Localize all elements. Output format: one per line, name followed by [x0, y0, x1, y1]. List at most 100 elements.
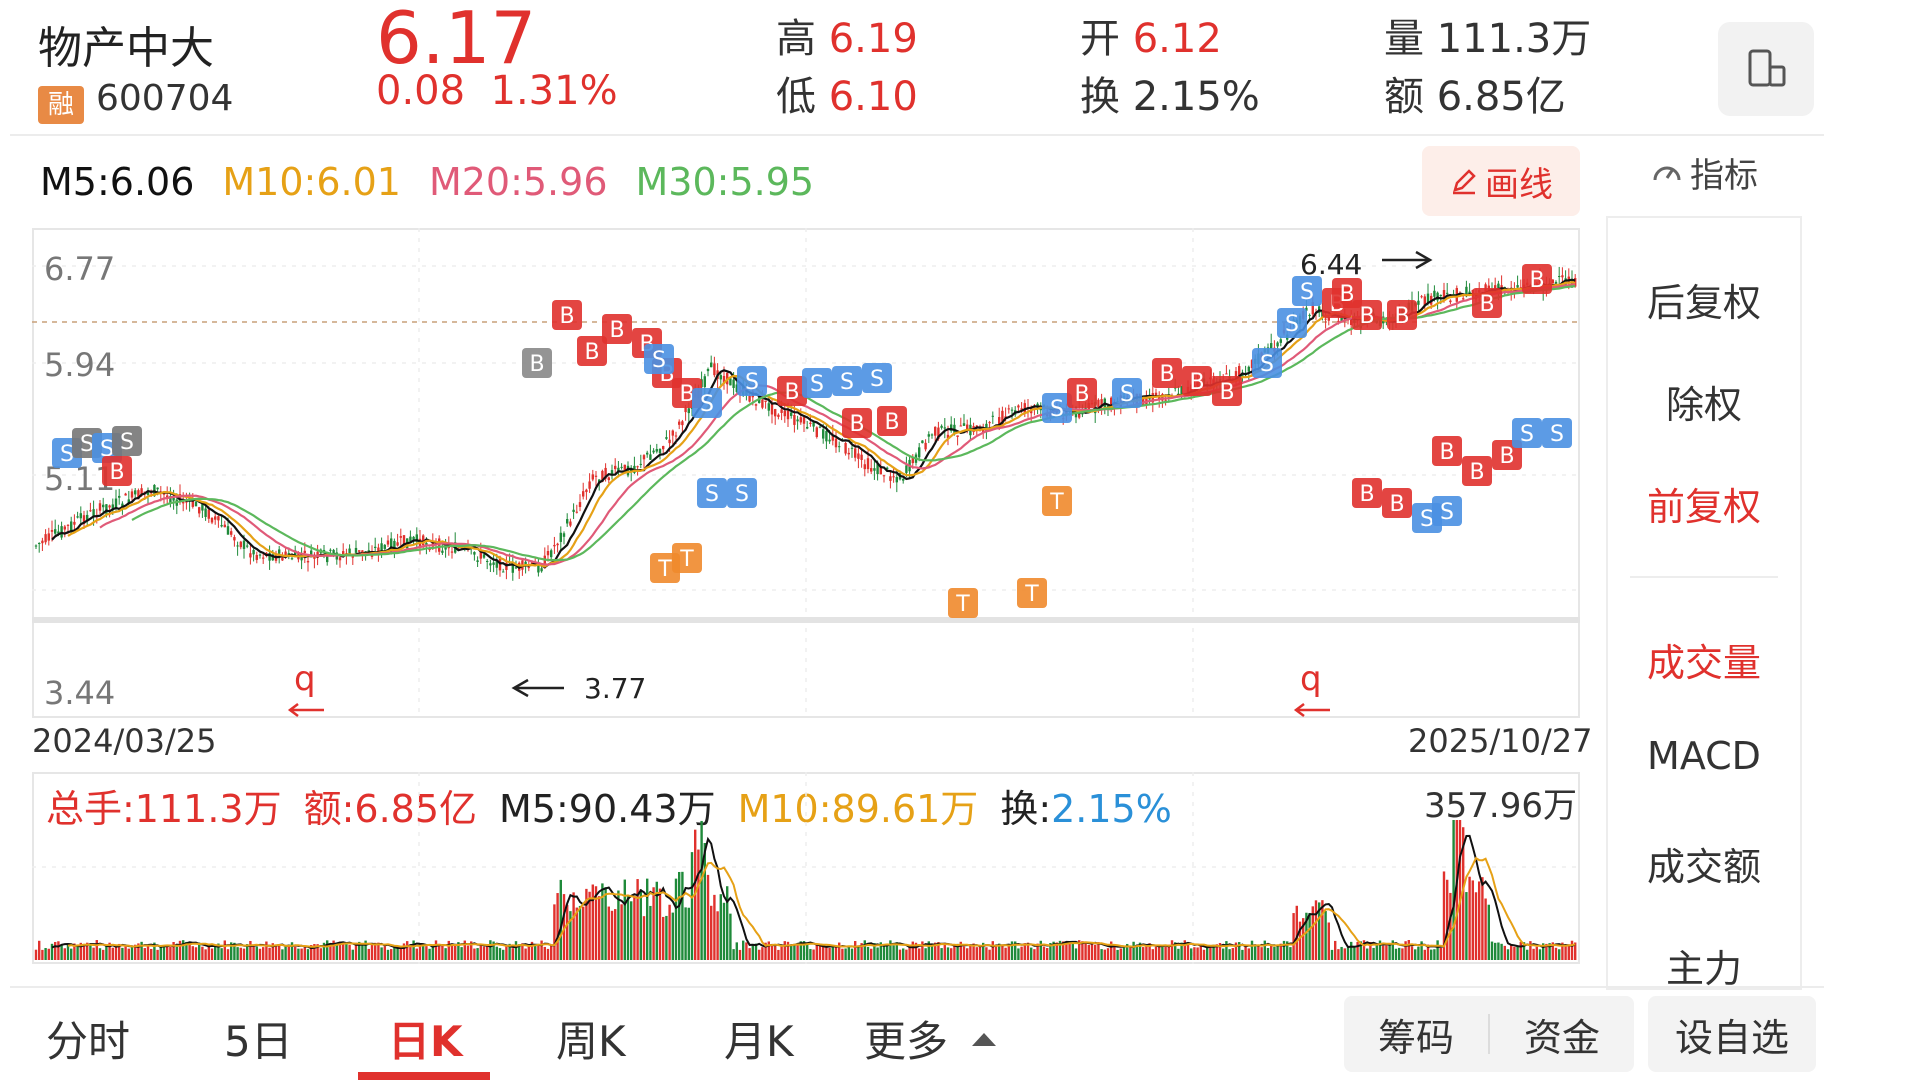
vol-m10: M10:89.61万: [737, 787, 979, 831]
svg-text:S: S: [705, 482, 719, 507]
volume-max-label: 357.96万: [1424, 786, 1577, 826]
svg-text:S: S: [1550, 422, 1564, 447]
margin-badge: 融: [38, 86, 84, 124]
tab-intraday[interactable]: 分时: [46, 1017, 131, 1066]
svg-text:S: S: [120, 430, 134, 455]
add-watchlist-button[interactable]: 设自选: [1648, 996, 1816, 1072]
date-end: 2025/10/27: [1408, 722, 1593, 760]
ind-main-force[interactable]: 主力: [1665, 947, 1742, 990]
q-marker-label: q: [1300, 659, 1322, 699]
indicator-label: 指标: [1690, 156, 1758, 196]
tab-monthly-k[interactable]: 月K: [724, 1017, 794, 1066]
svg-text:S: S: [652, 348, 666, 373]
high-annotation: 6.44: [1300, 248, 1362, 281]
svg-text:S: S: [840, 370, 854, 395]
amount-value: 6.85亿: [1436, 74, 1566, 120]
svg-text:B: B: [584, 340, 599, 365]
y-label-bottom: 3.44: [44, 674, 115, 712]
svg-text:B: B: [1219, 380, 1234, 405]
svg-text:T: T: [1049, 490, 1064, 515]
svg-text:S: S: [1050, 397, 1064, 422]
svg-text:B: B: [609, 318, 624, 343]
volume-value: 111.3万: [1436, 16, 1592, 62]
svg-text:S: S: [745, 370, 759, 395]
chips-funds-group: 筹码 资金: [1344, 996, 1634, 1072]
chips-button[interactable]: 筹码: [1377, 1015, 1454, 1060]
vol-total: 总手:111.3万: [46, 787, 282, 831]
open-label: 开: [1080, 16, 1120, 62]
vol-turnover-prefix: 换:: [1000, 787, 1052, 831]
pencil-icon: [1453, 169, 1476, 195]
tab-more-label: 更多: [864, 1017, 949, 1066]
svg-text:B: B: [1359, 304, 1374, 329]
adj-back[interactable]: 后复权: [1646, 281, 1761, 325]
landscape-toggle-button[interactable]: [1718, 22, 1814, 116]
svg-text:S: S: [80, 432, 94, 457]
svg-text:B: B: [529, 352, 544, 377]
indicator-button[interactable]: 指标: [1650, 148, 1758, 197]
turnover-stat: 换 2.15%: [1080, 64, 1260, 122]
vol-m5: M5:90.43万: [499, 787, 716, 831]
svg-text:B: B: [1074, 382, 1089, 407]
adj-forward[interactable]: 前复权: [1646, 485, 1761, 529]
svg-text:B: B: [1389, 492, 1404, 517]
date-start: 2024/03/25: [32, 722, 217, 760]
q-marker-left: q: [287, 659, 324, 717]
tab-5day[interactable]: 5日: [224, 1017, 293, 1066]
volume-ma-lines: [51, 834, 1576, 950]
ind-volume[interactable]: 成交量: [1646, 641, 1761, 685]
adj-ex-rights[interactable]: 除权: [1665, 383, 1742, 427]
svg-text:S: S: [1520, 422, 1534, 447]
turnover-value: 2.15%: [1132, 74, 1260, 120]
ind-macd[interactable]: MACD: [1647, 734, 1761, 778]
svg-text:B: B: [1359, 482, 1374, 507]
svg-text:B: B: [1529, 268, 1544, 293]
ma20-label: M20:5.96: [428, 160, 608, 204]
svg-text:T: T: [679, 547, 694, 572]
ma30-label: M30:5.95: [635, 160, 815, 204]
ma5-label: M5:6.06: [40, 160, 195, 204]
tab-weekly-k[interactable]: 周K: [556, 1017, 626, 1066]
tab-more[interactable]: 更多: [864, 1008, 998, 1069]
svg-text:B: B: [1469, 460, 1484, 485]
svg-text:B: B: [559, 304, 574, 329]
volume-chart[interactable]: [32, 772, 1580, 964]
svg-text:B: B: [1394, 304, 1409, 329]
header-divider: [10, 134, 1824, 136]
svg-text:B: B: [849, 412, 864, 437]
q-marker-label: q: [294, 659, 316, 699]
change-abs: 0.08: [376, 68, 466, 114]
svg-text:T: T: [657, 557, 672, 582]
caret-up-icon: [972, 1032, 997, 1046]
vol-amount: 额:6.85亿: [303, 787, 478, 831]
svg-text:T: T: [1024, 582, 1039, 607]
panel-divider: [1630, 576, 1778, 578]
funds-button[interactable]: 资金: [1523, 1015, 1600, 1060]
vol-turnover: 换:2.15%: [1000, 778, 1172, 833]
svg-text:B: B: [109, 460, 124, 485]
arrow-left-icon: [511, 678, 564, 698]
svg-text:B: B: [1479, 292, 1494, 317]
group-divider: [1488, 1014, 1490, 1054]
draw-line-button[interactable]: 画线: [1422, 146, 1580, 216]
low-stat: 低 6.10: [776, 64, 918, 122]
y-label-2: 5.94: [44, 346, 115, 384]
amount-label: 额: [1384, 74, 1424, 120]
current-price: 6.17: [376, 0, 537, 80]
gauge-icon: [1653, 166, 1681, 180]
open-value: 6.12: [1132, 16, 1222, 62]
volume-bars: [34, 820, 1577, 960]
low-value: 6.10: [828, 74, 918, 120]
y-label-top: 6.77: [44, 250, 115, 288]
svg-text:S: S: [1300, 280, 1314, 305]
ma10-label: M10:6.01: [222, 160, 401, 204]
kline-chart[interactable]: 6.77 5.94 5.11 3.44 SSSSBBBBBBBBSSSBSSSS…: [32, 228, 1580, 718]
change-pct: 1.31%: [490, 68, 618, 114]
tab-daily-k[interactable]: 日K: [388, 1017, 463, 1066]
amount-stat: 额 6.85亿: [1384, 64, 1566, 122]
high-value: 6.19: [828, 16, 918, 62]
ind-amount[interactable]: 成交额: [1646, 845, 1761, 889]
draw-line-label: 画线: [1485, 164, 1553, 205]
svg-text:B: B: [1159, 362, 1174, 387]
svg-text:S: S: [1420, 507, 1434, 532]
